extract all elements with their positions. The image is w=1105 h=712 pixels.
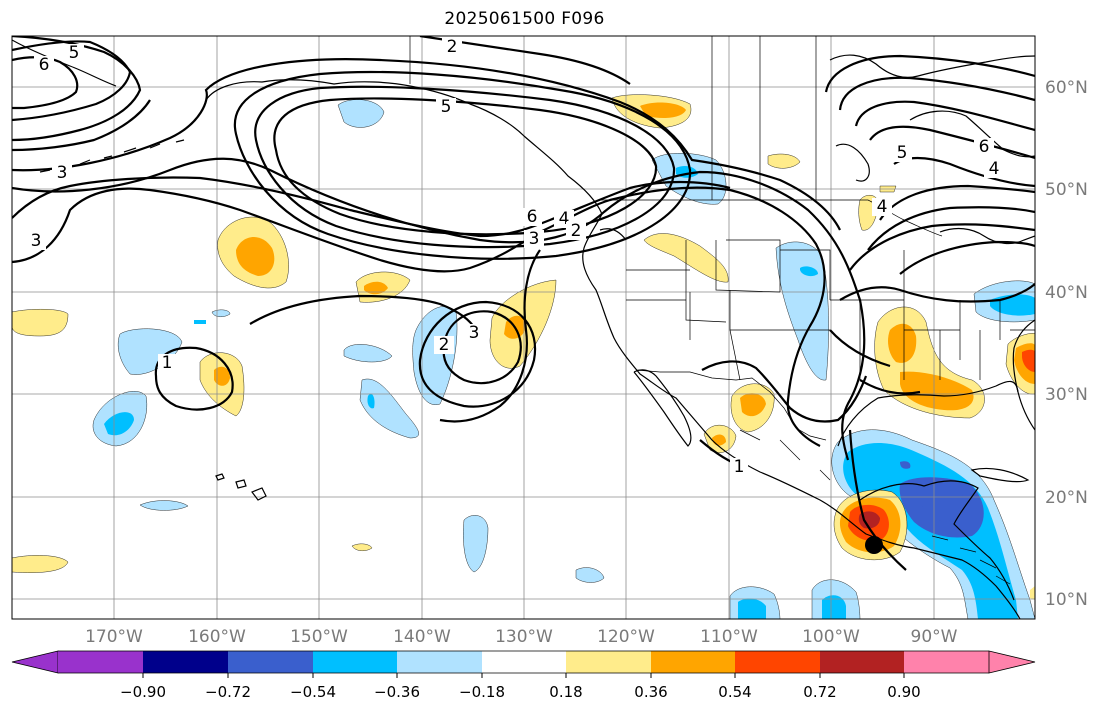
positive-anomaly-region — [740, 393, 766, 417]
lat-label: 50°N — [1045, 180, 1088, 200]
colorbar-tick-label: −0.72 — [205, 683, 251, 701]
negative-anomaly-region — [900, 461, 911, 469]
colorbar-extend-max — [988, 650, 1036, 674]
colorbar-segment — [651, 651, 735, 673]
latitude-labels: 60°N 50°N 40°N 30°N 20°N 10°N — [1045, 78, 1088, 610]
contour-label: 1 — [162, 353, 173, 373]
colorbar-tick-label: 0.18 — [549, 683, 582, 701]
colorbar-segment — [397, 651, 482, 673]
positive-anomaly-region — [888, 323, 917, 363]
lon-label: 110°W — [700, 627, 758, 647]
contour-labels: 2 5 6 5 3 6 4 2 3 6 5 4 4 2 — [26, 37, 1004, 477]
negative-anomaly-region — [194, 320, 206, 324]
negative-anomaly-region — [822, 595, 846, 619]
lon-label: 140°W — [393, 627, 451, 647]
colorbar-ticks — [142, 673, 905, 678]
map-title: 2025061500 F096 — [444, 9, 605, 29]
contour-label: 4 — [989, 159, 1000, 179]
negative-anomaly-region — [139, 500, 189, 511]
contour-label: 3 — [529, 229, 540, 249]
positive-anomaly-region — [1022, 349, 1035, 372]
storm-center-dot — [865, 536, 883, 554]
negative-anomaly-region — [800, 266, 818, 277]
colorbar-tick-label: 0.54 — [718, 683, 751, 701]
negative-anomaly-region — [367, 393, 375, 409]
contour-label: 6 — [979, 137, 990, 157]
contour-label: 4 — [877, 197, 888, 217]
lat-label: 40°N — [1045, 283, 1088, 303]
lon-label: 90°W — [911, 627, 958, 647]
colorbar-segment — [313, 651, 397, 673]
negative-anomaly-region — [211, 309, 231, 317]
negative-anomaly-region — [104, 412, 134, 436]
colorbar-segment — [820, 651, 904, 673]
colorbar-segment — [58, 651, 143, 673]
positive-anomaly-region — [767, 153, 801, 169]
negative-anomaly-region — [916, 484, 963, 522]
negative-anomaly-region — [343, 344, 393, 363]
positive-anomaly-region — [364, 281, 388, 295]
negative-anomaly-region — [337, 99, 385, 128]
positive-anomaly-region — [351, 543, 373, 551]
map-layer: 2 5 6 5 3 6 4 2 3 6 5 4 4 2 — [12, 36, 1035, 619]
positive-anomaly-region — [1030, 586, 1035, 600]
height-contours — [12, 36, 1035, 571]
positive-anomaly-region — [858, 511, 880, 529]
lat-label: 60°N — [1045, 78, 1088, 98]
colorbar-tick-label: −0.18 — [459, 683, 505, 701]
colorbar-tick-label: −0.90 — [120, 683, 166, 701]
colorbar-tick-label: 0.72 — [803, 683, 836, 701]
negative-anomaly-region — [775, 241, 829, 381]
contour-label: 2 — [447, 37, 458, 57]
contour-label: 5 — [441, 97, 452, 117]
colorbar-tick-label: −0.54 — [290, 683, 336, 701]
lon-label: 160°W — [188, 627, 246, 647]
colorbar-segment — [143, 651, 228, 673]
contour-label: 5 — [897, 143, 908, 163]
negative-anomaly-region — [575, 567, 605, 583]
contour-label: 3 — [469, 323, 480, 343]
colorbar: −0.90 −0.72 −0.54 −0.36 −0.18 0.18 0.36 … — [11, 650, 1036, 701]
contour-label: 6 — [39, 55, 50, 75]
colorbar-segment — [228, 651, 313, 673]
positive-anomaly-region — [12, 309, 69, 337]
graticule — [12, 36, 1035, 619]
lon-label: 100°W — [802, 627, 860, 647]
longitude-labels: 170°W 160°W 150°W 140°W 130°W 120°W 110°… — [85, 627, 958, 647]
contour-label: 3 — [57, 163, 68, 183]
colorbar-extend-min — [11, 650, 59, 674]
lon-label: 150°W — [290, 627, 348, 647]
colorbar-segment — [904, 651, 989, 673]
positive-anomaly-region — [236, 236, 275, 276]
lon-label: 170°W — [85, 627, 143, 647]
colorbar-tick-label: 0.36 — [634, 683, 667, 701]
positive-anomaly-region — [640, 102, 686, 118]
contour-label: 5 — [69, 43, 80, 63]
lat-label: 30°N — [1045, 385, 1088, 405]
lat-label: 10°N — [1045, 590, 1088, 610]
map-frame — [11, 35, 1036, 620]
lon-label: 120°W — [597, 627, 655, 647]
lon-label: 130°W — [495, 627, 553, 647]
negative-anomaly-region — [463, 515, 489, 573]
positive-anomaly-region — [214, 366, 230, 386]
colorbar-tick-label: −0.36 — [374, 683, 420, 701]
contour-label: 2 — [439, 335, 450, 355]
colorbar-segment — [482, 651, 566, 673]
contour-label: 1 — [734, 457, 745, 477]
positive-anomaly-region — [12, 555, 69, 573]
contour-label: 6 — [527, 207, 538, 227]
coastlines — [12, 39, 1035, 619]
colorbar-tick-label: 0.90 — [887, 683, 920, 701]
contour-label: 3 — [31, 231, 42, 251]
colorbar-segment — [735, 651, 820, 673]
contour-label: 4 — [559, 209, 570, 229]
political-borders — [409, 36, 1035, 585]
negative-anomaly-region — [738, 598, 766, 619]
positive-anomaly-region — [900, 371, 974, 411]
colorbar-segment — [566, 651, 651, 673]
contour-label: 2 — [571, 221, 582, 241]
lat-label: 20°N — [1045, 488, 1088, 508]
